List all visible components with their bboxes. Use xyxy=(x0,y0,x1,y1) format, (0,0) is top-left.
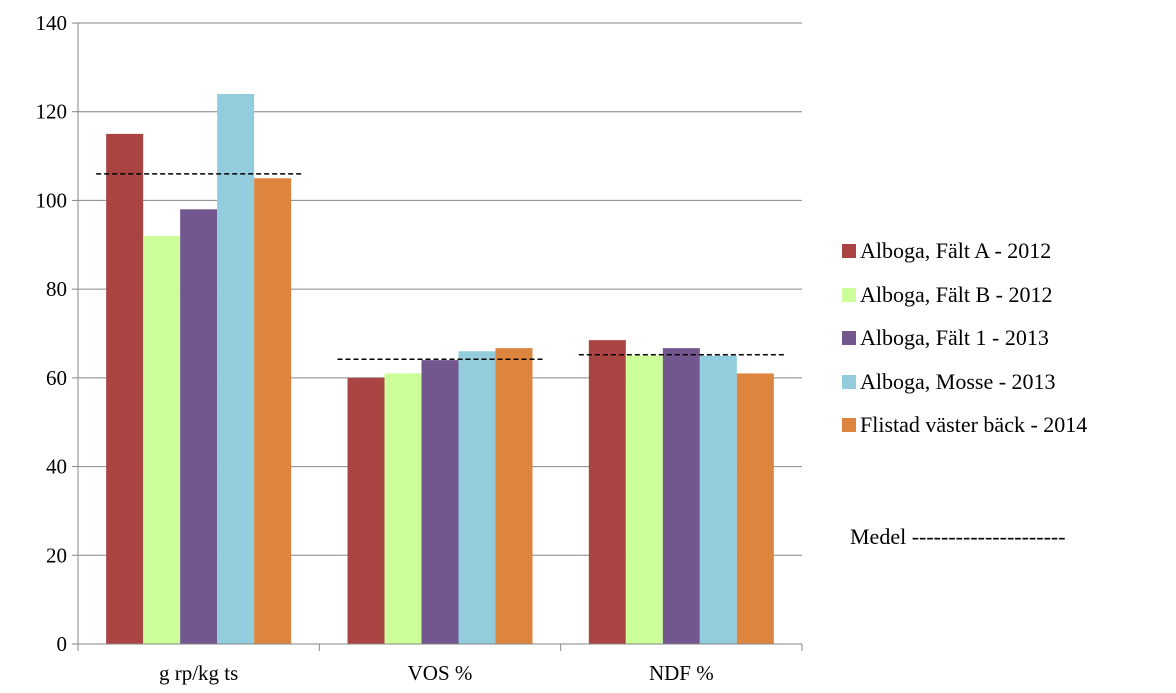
bar xyxy=(347,377,385,644)
bar xyxy=(458,351,496,644)
legend-swatch xyxy=(842,331,856,345)
legend: Alboga, Fält A - 2012 Alboga, Fält B - 20… xyxy=(842,240,1087,458)
x-tick-label: g rp/kg ts xyxy=(159,661,238,685)
x-tick-label: VOS % xyxy=(408,661,473,685)
legend-item: Alboga, Mosse - 2013 xyxy=(842,368,1087,394)
legend-swatch xyxy=(842,418,856,432)
y-tick-label: 0 xyxy=(57,632,68,656)
bar xyxy=(662,348,700,644)
y-tick-label: 140 xyxy=(36,11,68,35)
bar xyxy=(143,235,181,644)
legend-item: Flistad väster bäck - 2014 xyxy=(842,414,1087,436)
bar xyxy=(421,360,459,644)
bar xyxy=(736,373,774,644)
mean-legend-label: Medel --------------------- xyxy=(850,524,1066,549)
bar xyxy=(625,355,663,644)
legend-swatch xyxy=(842,287,856,302)
legend-swatch xyxy=(842,374,856,389)
bars xyxy=(106,93,774,645)
axes xyxy=(72,22,803,651)
legend-label: Flistad väster bäck - 2014 xyxy=(860,412,1088,437)
bar xyxy=(384,373,422,644)
bar xyxy=(217,93,255,644)
legend-item: Alboga, Fält A - 2012 xyxy=(842,240,1087,262)
y-tick-label: 60 xyxy=(46,366,67,390)
legend-label: Alboga, Fält B - 2012 xyxy=(860,281,1053,307)
bar xyxy=(495,348,533,644)
bar xyxy=(106,133,144,644)
y-tick-label: 80 xyxy=(46,277,67,301)
bar xyxy=(254,178,292,644)
y-tick-label: 40 xyxy=(46,455,67,479)
legend-item: Alboga, Fält 1 - 2013 xyxy=(842,327,1087,349)
mean-lines xyxy=(96,173,784,360)
x-tick-label: NDF % xyxy=(649,661,714,685)
legend-label: Alboga, Fält A - 2012 xyxy=(860,238,1052,263)
y-tick-label: 20 xyxy=(46,543,67,567)
tick-labels: 0 20 40 60 80 100 120 140 g rp/kg ts VOS % NDF % xyxy=(36,11,714,685)
legend-label: Alboga, Fält 1 - 2013 xyxy=(860,325,1049,350)
y-tick-label: 120 xyxy=(36,100,68,124)
legend-label: Alboga, Mosse - 2013 xyxy=(860,368,1056,394)
bar xyxy=(180,209,218,645)
bar xyxy=(588,340,626,644)
legend-item: Alboga, Fält B - 2012 xyxy=(842,281,1087,307)
legend-swatch xyxy=(842,244,856,258)
bar xyxy=(699,355,737,644)
y-tick-label: 100 xyxy=(36,188,68,212)
